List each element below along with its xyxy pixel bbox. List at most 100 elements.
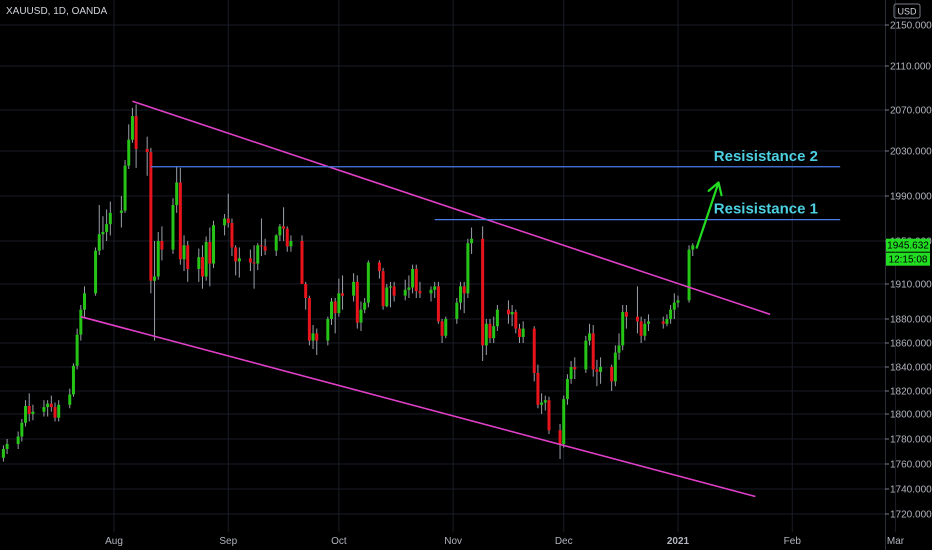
projection-arrow-head[interactable] [707, 181, 723, 197]
candle-body [149, 152, 153, 281]
candle-body [101, 232, 105, 235]
candle [208, 227, 212, 287]
candle-body [42, 407, 46, 412]
candle [547, 396, 551, 434]
currency-box[interactable] [893, 3, 921, 19]
candle-body [462, 286, 466, 294]
annotation-resistance-1[interactable]: Resisistance 1 [714, 201, 818, 218]
candle [24, 400, 28, 427]
lower-channel-trendline[interactable] [80, 315, 756, 498]
drawings[interactable] [80, 100, 841, 498]
candle-body [197, 257, 201, 269]
candle [484, 319, 488, 355]
candle-body [16, 436, 20, 444]
candle [495, 305, 499, 331]
candle [470, 227, 474, 254]
candle-body [341, 293, 345, 296]
candle-body [79, 309, 83, 335]
candle-body [521, 328, 525, 337]
candle-body [481, 238, 485, 346]
candle [621, 305, 625, 351]
candle-body [672, 302, 676, 310]
candle [363, 298, 367, 314]
candle-body [691, 245, 695, 250]
candle-body [433, 286, 437, 290]
price-tick-label: 2110.000 [890, 62, 931, 73]
annotations: Resisistance 1 Resisistance 2 [714, 148, 818, 218]
candle-body [573, 367, 577, 370]
candle [377, 260, 381, 279]
candle [613, 345, 617, 387]
price-tick-label: 1780.000 [890, 435, 932, 446]
price-tick-label: 1820.000 [890, 387, 932, 398]
candle [459, 281, 463, 310]
candle-body [127, 139, 131, 166]
candle-body [278, 226, 282, 236]
candle-body [31, 411, 35, 414]
candle [119, 196, 123, 228]
candle-body [517, 328, 521, 337]
candle-body [130, 116, 134, 140]
candle-body [532, 328, 536, 373]
candle [599, 357, 603, 384]
candle [536, 364, 540, 409]
candle-body [514, 312, 518, 329]
candle [175, 166, 179, 213]
candle-body [621, 312, 625, 346]
candle [643, 319, 647, 341]
candle-body [200, 257, 204, 277]
candle-body [46, 403, 50, 408]
candle-body [484, 323, 488, 346]
candle-body [27, 405, 31, 414]
candle [337, 278, 341, 317]
candle-body [226, 218, 230, 223]
candle-body [230, 223, 234, 248]
price-tick-label: 1910.000 [890, 280, 932, 291]
last-price-label: 1945.632 [887, 241, 929, 252]
time-axis[interactable]: Aug Sep Oct Nov Dec 2021 Feb Mar [105, 536, 905, 547]
candle [691, 243, 695, 257]
candle [27, 393, 31, 422]
candle-body [156, 241, 160, 277]
upper-channel-trendline[interactable] [132, 100, 771, 316]
candle [160, 226, 164, 261]
candle [134, 104, 138, 168]
candle-body [49, 403, 53, 408]
candle-body [599, 367, 603, 372]
candle [407, 275, 411, 298]
candle-body [248, 258, 252, 263]
currency-label: USD [897, 7, 917, 17]
candle [83, 286, 87, 317]
candle [433, 281, 437, 298]
time-tick-label-mar: Mar [887, 536, 905, 547]
candle-body [591, 333, 595, 370]
candle [414, 264, 418, 298]
price-axis[interactable]: 2150.000 2110.000 2070.000 2030.000 1990.000… [885, 21, 932, 521]
candle-body [455, 302, 459, 319]
price-tick-label: 2070.000 [890, 106, 932, 117]
projection-arrow-shaft[interactable] [695, 182, 720, 249]
candle [311, 325, 315, 349]
candle [359, 301, 363, 331]
price-tick-label: 1760.000 [890, 460, 932, 471]
candle [617, 333, 621, 360]
candle [687, 245, 691, 303]
candle-body [669, 309, 673, 319]
candle [661, 316, 665, 329]
candle-body [145, 148, 149, 153]
candle [366, 260, 370, 308]
candle-body [510, 312, 514, 315]
annotation-resistance-2[interactable]: Resisistance 2 [714, 148, 818, 165]
candle [521, 321, 525, 343]
candle [635, 286, 639, 334]
candle-body [547, 400, 551, 431]
candle [558, 424, 562, 459]
candle-body [610, 367, 614, 382]
candle [123, 160, 127, 213]
candle-body [108, 212, 112, 225]
candle-body [635, 316, 639, 322]
time-tick-label-dec: Dec [555, 536, 573, 547]
candle [418, 281, 422, 298]
candle [532, 326, 536, 382]
